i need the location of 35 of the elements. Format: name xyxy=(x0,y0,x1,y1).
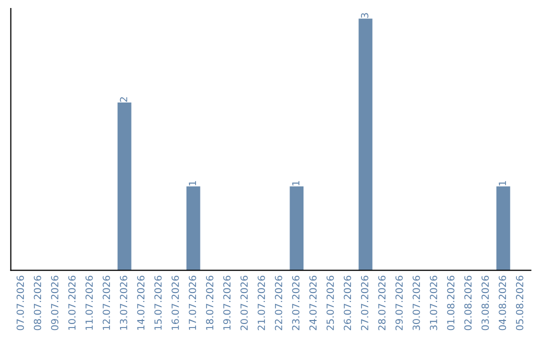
x-tick-label: 19.07.2026 xyxy=(223,276,231,330)
x-tick-label: 10.07.2026 xyxy=(68,276,76,330)
x-tick-label: 26.07.2026 xyxy=(344,276,352,330)
x-tick-label: 24.07.2026 xyxy=(309,276,317,330)
x-tick-label: 14.07.2026 xyxy=(137,276,144,330)
x-tick-label: 23.07.2026 xyxy=(292,276,300,330)
x-tick-label: 07.07.2026 xyxy=(16,276,24,330)
x-tick-label: 27.07.2026 xyxy=(360,276,368,330)
x-tick-label: 12.07.2026 xyxy=(102,276,110,330)
x-tick-label: 08.07.2026 xyxy=(34,276,42,330)
x-tick-label: 22.07.2026 xyxy=(274,276,282,330)
x-tick-label: 17.07.2026 xyxy=(188,276,196,330)
data-label: 3 xyxy=(360,13,368,18)
x-tick-label: 01.08.2026 xyxy=(447,276,454,330)
x-tick-label: 11.07.2026 xyxy=(85,276,93,330)
x-tick-label: 09.07.2026 xyxy=(51,276,58,330)
data-label: 2 xyxy=(120,97,128,102)
x-tick-label: 21.07.2026 xyxy=(258,276,266,330)
x-tick-label: 03.08.2026 xyxy=(482,276,489,330)
x-tick-label: 28.07.2026 xyxy=(378,276,386,330)
x-tick-label: 04.08.2026 xyxy=(498,276,506,330)
x-tick-label: 13.07.2026 xyxy=(120,276,128,330)
x-tick-label: 16.07.2026 xyxy=(172,276,179,330)
x-tick-label: 20.07.2026 xyxy=(240,276,248,330)
data-label: 1 xyxy=(188,181,196,186)
data-label: 1 xyxy=(498,181,506,186)
x-tick-label: 25.07.2026 xyxy=(326,276,334,330)
data-label: 1 xyxy=(292,181,300,186)
x-tick-label: 15.07.2026 xyxy=(154,276,162,330)
x-tick-label: 29.07.2026 xyxy=(395,276,403,330)
x-tick-label: 18.07.2026 xyxy=(206,276,214,330)
x-tick-label: 31.07.2026 xyxy=(430,276,438,330)
x-tick-label: 30.07.2026 xyxy=(412,276,420,330)
x-tick-label: 02.08.2026 xyxy=(464,276,472,330)
x-tick-label: 05.08.2026 xyxy=(516,276,524,330)
